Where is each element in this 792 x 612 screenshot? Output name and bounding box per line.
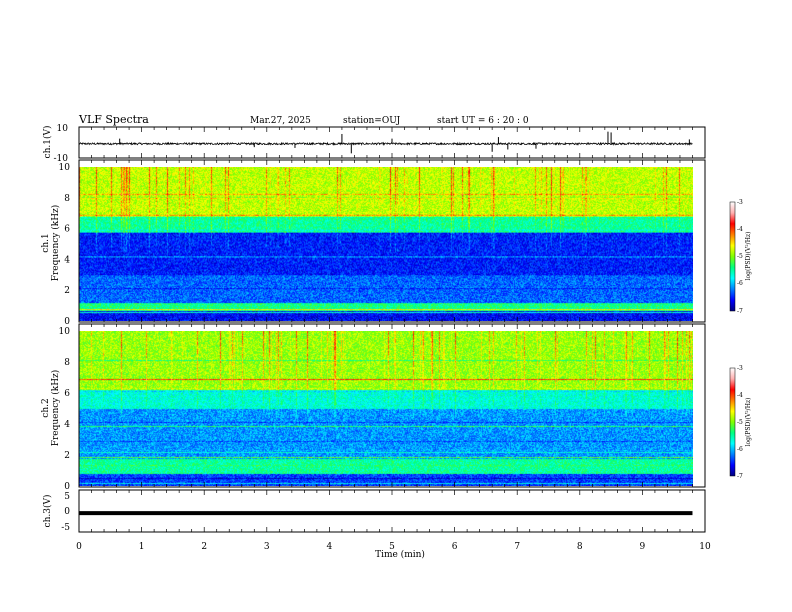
ch1-spec-ytick-8: 8 — [64, 194, 70, 204]
ch2-spectrogram-ylabel-channel: ch.2 — [41, 398, 51, 417]
ch1-waveform-line — [78, 141, 693, 147]
ch1-cb-tick-m3: -3 — [737, 199, 743, 206]
ch1-spec-ytick-10: 10 — [59, 163, 71, 173]
xtick-label-3: 3 — [264, 542, 270, 552]
ch1-waveform-ylabel: ch.1(V) — [42, 126, 53, 159]
ch1-spec-ytick-6: 6 — [64, 225, 70, 235]
ch2-colorbar-label: log(PSD)(V²/Hz) — [745, 398, 752, 447]
ch1-cb-tick-m6: -6 — [737, 280, 743, 287]
ch1-spec-ytick-4: 4 — [64, 255, 70, 265]
ch2-spec-ytick-0: 0 — [64, 482, 70, 492]
ch1-spectrogram-image — [79, 167, 693, 321]
ch1-colorbar-bar — [729, 201, 736, 312]
xtick-label-0: 0 — [76, 542, 82, 552]
x-axis-ticks — [78, 127, 706, 532]
xtick-label-4: 4 — [327, 542, 333, 552]
ch2-spec-ytick-8: 8 — [64, 358, 70, 368]
ch1-spec-ytick-2: 2 — [64, 286, 70, 296]
ch2-colorbar: -3 -4 -5 -6 -7 log(PSD)(V²/Hz) — [729, 365, 752, 480]
xtick-label-7: 7 — [514, 542, 520, 552]
x-axis-labels: 0 1 2 3 4 5 6 7 8 9 10 — [76, 542, 711, 552]
ch3-ytick-bottom: -5 — [61, 523, 70, 533]
xtick-label-5: 5 — [389, 542, 395, 552]
ch2-cb-tick-m6: -6 — [737, 446, 743, 453]
ch3-ytick-top: 5 — [64, 492, 70, 502]
ch1-cb-tick-m7: -7 — [737, 308, 743, 315]
ch3-waveform-panel: 5 0 -5 ch.3(V) — [42, 489, 706, 533]
ch2-spectrogram-ylabel-frequency: Frequency (kHz) — [50, 370, 61, 447]
ch2-cb-tick-m7: -7 — [737, 473, 743, 480]
ch1-spectrogram-ylabel-frequency: Frequency (kHz) — [50, 205, 61, 282]
ch2-spec-ytick-10: 10 — [59, 327, 71, 337]
ch2-colorbar-bar — [729, 367, 736, 477]
ch2-spec-ytick-4: 4 — [64, 420, 70, 430]
ch1-ytick-top: 10 — [57, 124, 69, 134]
xtick-label-10: 10 — [699, 542, 711, 552]
ch1-spectrogram-yticks: 0 2 4 6 8 10 — [59, 163, 71, 327]
ch1-spectrogram-ylabel-channel: ch.1 — [41, 233, 51, 252]
xtick-label-8: 8 — [577, 542, 583, 552]
xtick-label-1: 1 — [139, 542, 145, 552]
ch1-cb-tick-m5: -5 — [737, 253, 743, 260]
ch2-spectrogram-panel: 0 2 4 6 8 10 ch.2 Frequency (kHz) — [41, 323, 706, 492]
station-label: station=OUJ — [343, 116, 401, 126]
ch2-cb-tick-m4: -4 — [737, 392, 743, 399]
ch1-ytick-bottom: -10 — [54, 154, 69, 164]
ch1-spec-ytick-0: 0 — [64, 317, 70, 327]
ch2-spectrogram-image — [79, 331, 693, 486]
ch2-spectrogram-yticks: 0 2 4 6 8 10 — [59, 327, 71, 492]
start-time-label: start UT = 6 : 20 : 0 — [437, 116, 529, 126]
ch2-cb-tick-m3: -3 — [737, 365, 743, 372]
ch1-spectrogram-panel: 0 2 4 6 8 10 ch.1 Frequency (kHz) — [41, 159, 706, 327]
date-label: Mar.27, 2025 — [250, 116, 311, 126]
ch2-spec-ytick-6: 6 — [64, 389, 70, 399]
x-axis-title: Time (min) — [375, 549, 425, 560]
chart-title: VLF Spectra — [78, 113, 149, 126]
xtick-label-9: 9 — [640, 542, 646, 552]
xtick-label-2: 2 — [201, 542, 207, 552]
ch2-spec-ytick-2: 2 — [64, 451, 70, 461]
ch1-colorbar-label: log(PSD)(V²/Hz) — [745, 232, 752, 281]
ch2-cb-tick-m5: -5 — [737, 419, 743, 426]
ch3-waveform-ylabel: ch.3(V) — [42, 495, 53, 528]
ch1-cb-tick-m4: -4 — [737, 226, 743, 233]
ch1-colorbar: -3 -4 -5 -6 -7 log(PSD)(V²/Hz) — [729, 199, 752, 315]
xtick-label-6: 6 — [452, 542, 458, 552]
ch3-waveform-frame — [78, 489, 706, 533]
ch1-waveform-plot — [78, 131, 693, 154]
ch3-ytick-mid: 0 — [64, 507, 70, 517]
